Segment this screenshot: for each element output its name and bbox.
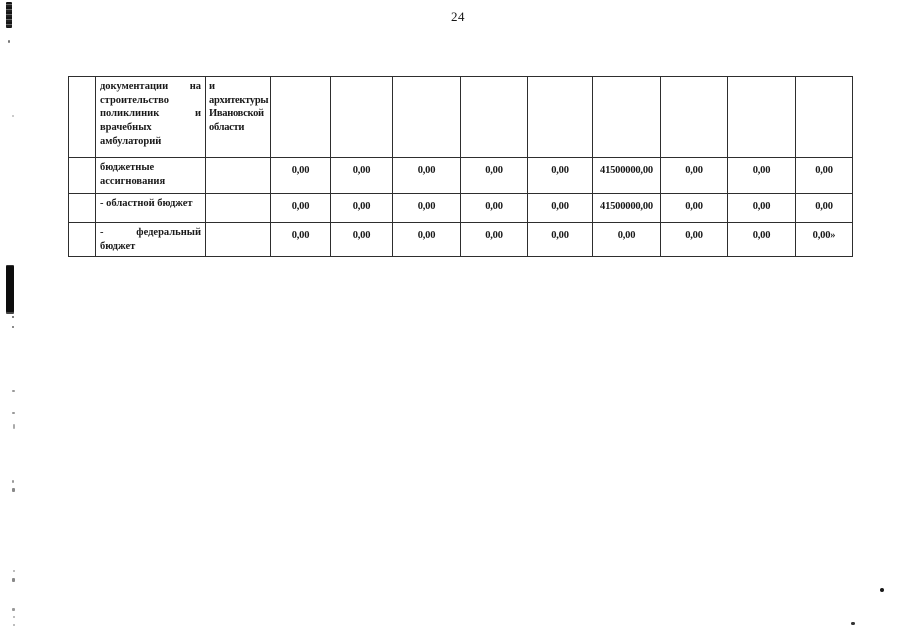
scan-artifact-dot — [12, 488, 15, 492]
table-cell-empty — [68, 76, 96, 158]
cell-value: 0,00 — [795, 157, 853, 194]
cell-value: 0,00 — [727, 157, 796, 194]
continuation-program-text: документации на строительство поликлиник… — [95, 76, 206, 158]
table-cell-empty — [527, 76, 593, 158]
cell-value: 0,00 — [330, 221, 393, 258]
cell-value: 0,00» — [795, 221, 853, 258]
cell-value: 0,00 — [660, 221, 728, 258]
table-cell-empty — [68, 193, 96, 223]
cell-value: 0,00 — [527, 193, 593, 223]
scan-artifact-dot — [12, 480, 14, 483]
scan-artifact-dot — [13, 624, 15, 626]
table-cell-empty — [795, 76, 853, 158]
table-cell-empty — [270, 76, 331, 158]
scan-artifact-bar-left — [6, 266, 14, 312]
row-label: - федеральный бюджет — [95, 221, 206, 258]
cell-value: 0,00 — [592, 221, 661, 258]
cell-value: 0,00 — [527, 157, 593, 194]
cell-value: 0,00 — [660, 193, 728, 223]
cell-value: 41500000,00 — [592, 193, 661, 223]
cell-value: 0,00 — [392, 221, 461, 258]
scan-artifact-dot — [12, 608, 15, 611]
table-row-federal-budget: - федеральный бюджет 0,00 0,00 0,00 0,00… — [68, 221, 853, 258]
scan-artifact-top-left — [6, 2, 12, 28]
row-label: - областной бюджет — [95, 193, 206, 223]
table-cell-empty — [205, 221, 271, 258]
table-row-continuation: документации на строительство поликлиник… — [68, 76, 853, 158]
scan-artifact-dot — [12, 115, 14, 117]
table-cell-empty — [68, 157, 96, 194]
budget-table: документации на строительство поликлиник… — [68, 76, 853, 258]
cell-value: 0,00 — [460, 157, 528, 194]
cell-value: 0,00 — [270, 221, 331, 258]
cell-value: 0,00 — [270, 193, 331, 223]
continuation-executor-text: и архитектуры Ивановской области — [205, 76, 271, 158]
table-cell-empty — [330, 76, 393, 158]
scan-artifact-dot — [12, 412, 15, 414]
cell-value: 0,00 — [727, 193, 796, 223]
scan-artifact-dot — [12, 390, 15, 392]
table-cell-empty — [205, 157, 271, 194]
table-cell-empty — [392, 76, 461, 158]
cell-value: 0,00 — [795, 193, 853, 223]
table-cell-empty — [727, 76, 796, 158]
cell-value: 0,00 — [392, 157, 461, 194]
cell-value: 0,00 — [727, 221, 796, 258]
table-cell-empty — [68, 221, 96, 258]
scan-artifact-dot — [12, 316, 14, 318]
cell-value: 0,00 — [392, 193, 461, 223]
scan-artifact-dot — [851, 622, 855, 625]
cell-value: 0,00 — [330, 157, 393, 194]
scan-artifact-dot — [12, 578, 15, 582]
scan-artifact-dot — [13, 570, 15, 572]
scan-artifact-dot — [13, 424, 15, 429]
cell-value: 0,00 — [527, 221, 593, 258]
scan-artifact-dot — [8, 40, 10, 43]
cell-value: 41500000,00 — [592, 157, 661, 194]
cell-value: 0,00 — [460, 221, 528, 258]
scan-artifact-dot — [13, 616, 15, 618]
table-row-budget-allocations: бюджетные ассигнования 0,00 0,00 0,00 0,… — [68, 157, 853, 194]
table-cell-empty — [205, 193, 271, 223]
cell-value: 0,00 — [330, 193, 393, 223]
page-number: 24 — [451, 9, 465, 24]
cell-value: 0,00 — [660, 157, 728, 194]
table-cell-empty — [592, 76, 661, 158]
scan-artifact-dot — [880, 588, 884, 592]
cell-value: 0,00 — [460, 193, 528, 223]
table-cell-empty — [460, 76, 528, 158]
table-cell-empty — [660, 76, 728, 158]
row-label: бюджетные ассигнования — [95, 157, 206, 194]
table-row-regional-budget: - областной бюджет 0,00 0,00 0,00 0,00 0… — [68, 193, 853, 223]
scan-artifact-dot — [12, 326, 14, 328]
cell-value: 0,00 — [270, 157, 331, 194]
